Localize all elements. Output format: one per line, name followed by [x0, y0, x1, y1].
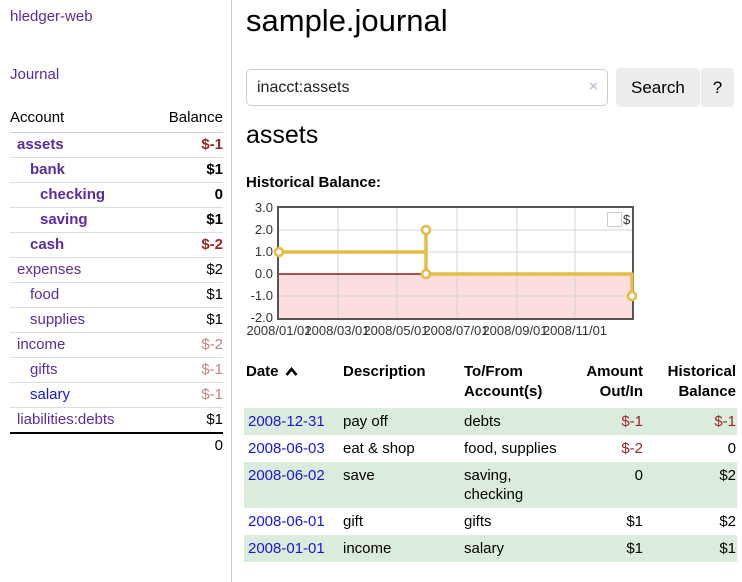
- account-link-income[interactable]: income: [17, 336, 66, 353]
- transaction-balance: 0: [727, 440, 736, 457]
- account-balance: $-1: [150, 382, 223, 408]
- column-header-date[interactable]: Date: [244, 360, 341, 408]
- x-tick: 2008/01/01: [246, 323, 312, 338]
- transaction-balance: $2: [719, 467, 736, 484]
- account-link-checking[interactable]: checking: [40, 186, 106, 203]
- brand-link[interactable]: hledger-web: [10, 8, 93, 25]
- sidebar: hledger-web Journal Account Balance asse…: [0, 0, 232, 582]
- transaction-description: gift: [343, 513, 364, 530]
- transaction-description: income: [343, 540, 392, 557]
- transaction-accounts: gifts: [464, 513, 492, 530]
- gridlines: [279, 208, 632, 318]
- chart-title: Historical Balance:: [246, 174, 382, 191]
- account-balance: $1: [150, 407, 223, 433]
- y-tick: 2.0: [254, 222, 273, 237]
- y-tick: -1.0: [250, 288, 273, 303]
- transaction-balance: $1: [719, 540, 736, 557]
- transaction-description: save: [343, 467, 375, 484]
- page-title: sample.journal: [246, 3, 448, 38]
- transaction-accounts: saving, checking: [464, 467, 524, 503]
- transaction-amount: $1: [626, 513, 643, 530]
- transaction-date-link[interactable]: 2008-12-31: [248, 413, 325, 430]
- search-form: × Search ?: [246, 68, 742, 108]
- transaction-accounts: food, supplies: [464, 440, 557, 457]
- account-balance: $1: [150, 207, 223, 233]
- help-button[interactable]: ?: [701, 68, 734, 107]
- search-input[interactable]: [246, 69, 608, 106]
- x-tick: 2008/03/01: [304, 323, 370, 338]
- account-link-salary[interactable]: salary: [30, 386, 71, 403]
- column-header-amount: Amount Out/In: [586, 363, 643, 400]
- account-balance: $-1: [150, 132, 223, 158]
- account-link-assets[interactable]: assets: [17, 136, 64, 153]
- account-link-gifts[interactable]: gifts: [30, 361, 58, 378]
- account-heading: assets: [246, 121, 319, 149]
- account-balance: $2: [150, 257, 223, 283]
- transaction-row: 2008-12-31 pay off debts $-1 $-1: [244, 408, 737, 435]
- y-tick: 1.0: [254, 244, 273, 259]
- chart-legend: $: [607, 212, 630, 227]
- account-link-saving[interactable]: saving: [40, 211, 88, 228]
- transaction-date-link[interactable]: 2008-06-01: [248, 513, 325, 530]
- transaction-amount: $-2: [621, 440, 643, 457]
- legend-label: $: [623, 212, 631, 227]
- transaction-date-link[interactable]: 2008-01-01: [248, 540, 325, 557]
- y-tick: 0.0: [254, 266, 273, 281]
- transaction-accounts: salary: [464, 540, 505, 557]
- column-header-accounts: To/From Account(s): [464, 363, 543, 400]
- transaction-row: 2008-01-01 income salary $1 $1: [244, 535, 737, 562]
- account-balance: $1: [150, 307, 223, 333]
- transaction-balance: $2: [719, 513, 736, 530]
- y-tick: -2.0: [250, 310, 273, 325]
- plot-area: [273, 206, 638, 320]
- transaction-date-link[interactable]: 2008-06-02: [248, 467, 325, 484]
- account-link-supplies[interactable]: supplies: [30, 311, 86, 328]
- account-link-bank[interactable]: bank: [30, 161, 66, 178]
- x-tick: 2008/07/01: [423, 323, 489, 338]
- data-point-markers: [273, 224, 638, 302]
- sort-ascending-icon: [285, 366, 298, 376]
- y-tick: 3.0: [254, 200, 273, 215]
- transaction-amount: $1: [626, 540, 643, 557]
- transaction-row: 2008-06-02 save saving, checking 0 $2: [244, 462, 737, 508]
- account-link-food[interactable]: food: [30, 286, 60, 303]
- transactions-table: Date Description To/From Account(s) Amou…: [244, 360, 737, 562]
- account-balance: $1: [150, 157, 223, 183]
- transaction-accounts: debts: [464, 413, 501, 430]
- accounts-total: 0: [150, 432, 223, 458]
- transaction-row: 2008-06-01 gift gifts $1 $2: [244, 508, 737, 535]
- account-balance: $-2: [150, 332, 223, 358]
- account-column-header: Account: [10, 106, 151, 133]
- balance-series-line: [279, 228, 634, 296]
- transaction-description: pay off: [343, 413, 388, 430]
- transaction-row: 2008-06-03 eat & shop food, supplies $-2…: [244, 435, 737, 462]
- column-header-description: Description: [343, 363, 426, 380]
- transaction-date-link[interactable]: 2008-06-03: [248, 440, 325, 457]
- account-link-liabilities-debts[interactable]: liabilities:debts: [17, 411, 115, 428]
- balance-line-plot: [273, 208, 638, 318]
- clear-search-icon[interactable]: ×: [589, 78, 598, 95]
- account-balance: 0: [150, 182, 223, 208]
- transaction-balance: $-1: [714, 413, 736, 430]
- transaction-amount: 0: [634, 467, 643, 484]
- account-balance: $-1: [150, 357, 223, 383]
- account-balance: $-2: [150, 232, 223, 258]
- x-tick: 2008/05/01: [363, 323, 429, 338]
- account-balance: $1: [150, 282, 223, 308]
- account-balance-table: Account Balance assets $-1 bank $1 checkin…: [10, 106, 223, 458]
- sidebar-item-journal[interactable]: Journal: [10, 66, 60, 83]
- legend-swatch-border: [607, 212, 622, 227]
- column-header-balance: Historical Balance: [667, 363, 736, 400]
- x-tick: 2008/11/01: [542, 323, 608, 338]
- account-link-expenses[interactable]: expenses: [17, 261, 82, 278]
- x-tick: 2008/09/01: [482, 323, 548, 338]
- balance-column-header: Balance: [150, 106, 223, 133]
- account-link-cash[interactable]: cash: [30, 236, 65, 253]
- transaction-amount: $-1: [621, 413, 643, 430]
- historical-balance-chart: 3.0 2.0 1.0 0.0 -1.0 -2.0: [244, 198, 742, 348]
- transaction-description: eat & shop: [343, 440, 415, 457]
- search-button[interactable]: Search: [616, 68, 700, 107]
